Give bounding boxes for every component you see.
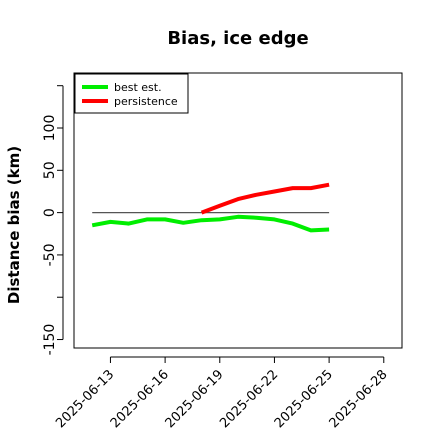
legend-box: [74, 73, 189, 114]
legend-label-persistence: persistence: [114, 95, 178, 108]
x-tick-label: 2025-06-28: [327, 367, 391, 431]
y-axis-label: Distance bias (km): [5, 146, 23, 304]
legend-label-best-est: best est.: [114, 81, 162, 94]
y-tick-label: -150: [42, 324, 58, 356]
series-line-persistence: [200, 182, 330, 215]
y-tick-label: -50: [42, 243, 58, 266]
legend: best est. persistence: [74, 73, 189, 114]
chart-title: Bias, ice edge: [167, 28, 308, 49]
series-group: [91, 182, 330, 233]
axes: -150-500501002025-06-132025-06-162025-06…: [42, 85, 391, 431]
plot-frame: [73, 72, 403, 349]
series-line-best-est: [91, 214, 330, 233]
y-tick-label: 0: [42, 208, 58, 217]
y-tick-label: 100: [42, 115, 58, 142]
y-tick-label: 50: [42, 161, 58, 179]
